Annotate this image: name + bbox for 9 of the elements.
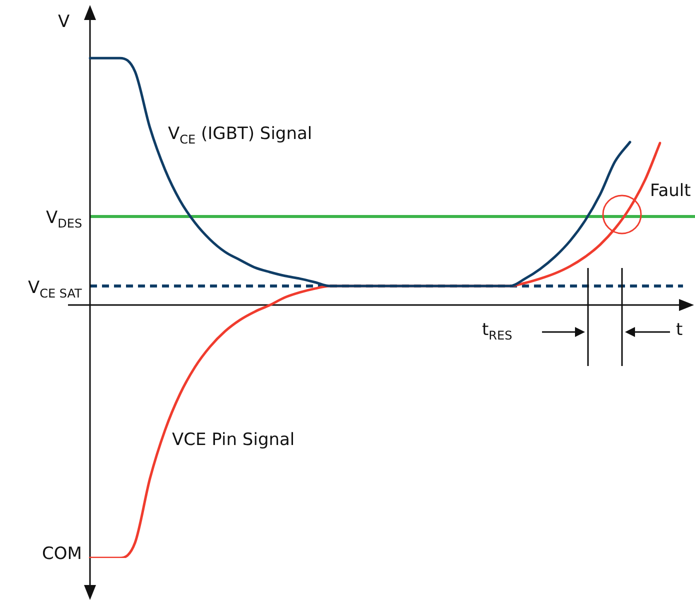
- x-axis-title: t: [676, 320, 683, 340]
- text: COM: [42, 544, 82, 564]
- ref-line-label: V$_{DES}$: [46, 208, 82, 232]
- y-axis-title: V: [58, 12, 70, 32]
- series-label: V$_{CE}$ (IGBT) Signal: [168, 124, 312, 148]
- annotation: Fault: [650, 181, 691, 202]
- ref-line-label: V$_{CE SAT}$: [28, 278, 82, 302]
- series-label: VCE Pin Signal: [172, 430, 295, 450]
- annotation: t$_{RES}$: [482, 320, 512, 344]
